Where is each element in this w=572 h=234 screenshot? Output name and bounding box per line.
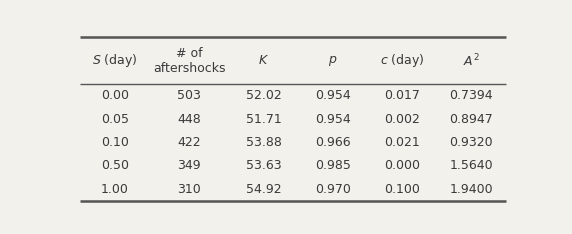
Text: 422: 422 <box>177 136 201 149</box>
Text: $p$: $p$ <box>328 54 337 68</box>
Text: 349: 349 <box>177 159 201 172</box>
Text: # of
aftershocks: # of aftershocks <box>153 47 225 74</box>
Text: $S$ (day): $S$ (day) <box>92 52 138 69</box>
Text: 52.02: 52.02 <box>245 89 281 102</box>
Text: $A^2$: $A^2$ <box>463 52 480 69</box>
Text: 1.5640: 1.5640 <box>450 159 493 172</box>
Text: 503: 503 <box>177 89 201 102</box>
Text: 51.71: 51.71 <box>245 113 281 126</box>
Text: 53.88: 53.88 <box>245 136 281 149</box>
Text: 0.970: 0.970 <box>315 183 351 196</box>
Text: 53.63: 53.63 <box>245 159 281 172</box>
Text: 0.8947: 0.8947 <box>450 113 493 126</box>
Text: 448: 448 <box>177 113 201 126</box>
Text: 0.002: 0.002 <box>384 113 420 126</box>
Text: 0.000: 0.000 <box>384 159 420 172</box>
Text: 0.00: 0.00 <box>101 89 129 102</box>
Text: $K$: $K$ <box>258 54 269 67</box>
Text: 1.00: 1.00 <box>101 183 129 196</box>
Text: 0.7394: 0.7394 <box>450 89 493 102</box>
Text: 310: 310 <box>177 183 201 196</box>
Text: 0.100: 0.100 <box>384 183 420 196</box>
Text: 0.017: 0.017 <box>384 89 420 102</box>
Text: 0.9320: 0.9320 <box>450 136 493 149</box>
Text: 0.966: 0.966 <box>315 136 351 149</box>
Text: 0.985: 0.985 <box>315 159 351 172</box>
Text: 1.9400: 1.9400 <box>450 183 493 196</box>
Text: 54.92: 54.92 <box>245 183 281 196</box>
Text: 0.954: 0.954 <box>315 89 351 102</box>
Text: 0.021: 0.021 <box>384 136 420 149</box>
Text: $c$ (day): $c$ (day) <box>380 52 424 69</box>
Text: 0.954: 0.954 <box>315 113 351 126</box>
Text: 0.50: 0.50 <box>101 159 129 172</box>
Text: 0.10: 0.10 <box>101 136 129 149</box>
Text: 0.05: 0.05 <box>101 113 129 126</box>
